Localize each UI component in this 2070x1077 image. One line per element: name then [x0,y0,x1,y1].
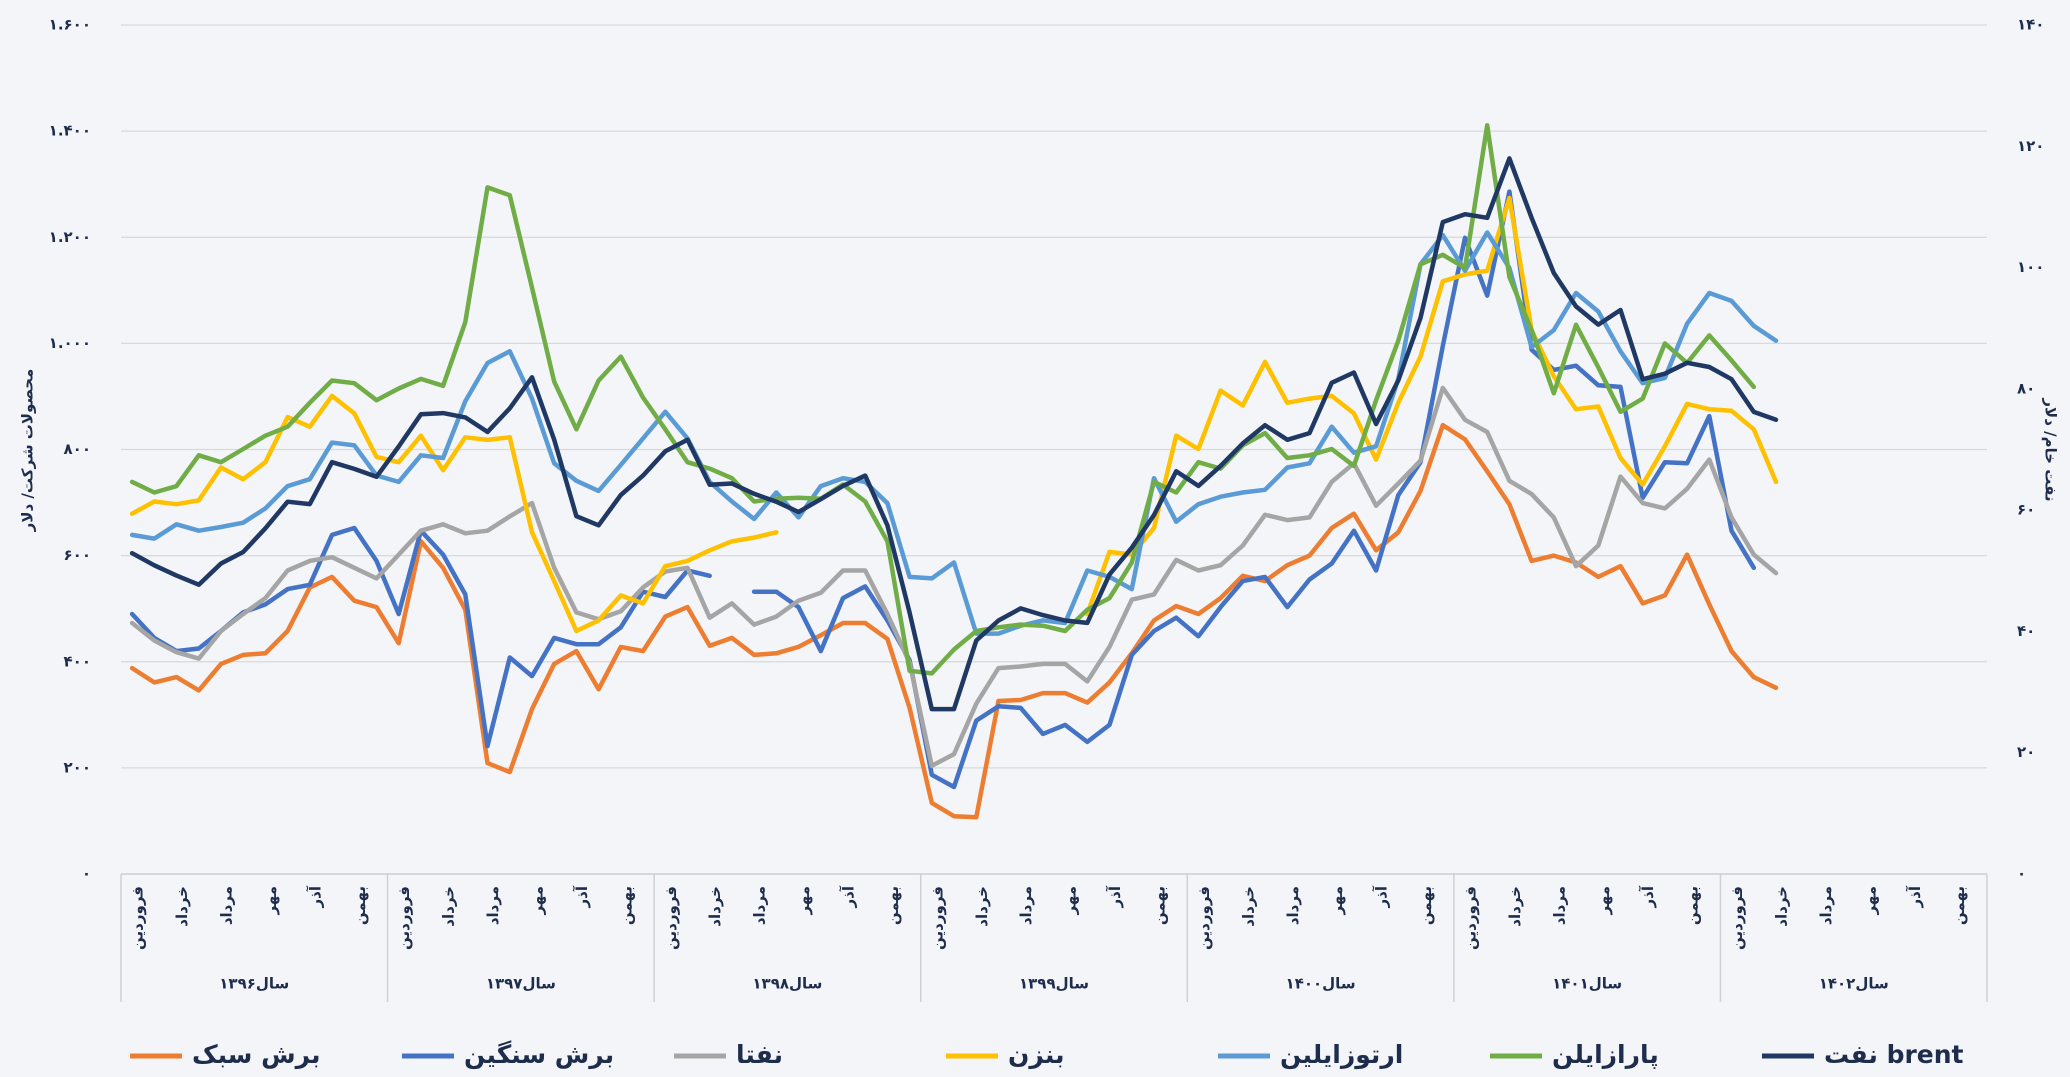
x-tick-label: مهر [1861,886,1879,916]
year-label: سال۱۳۹۹ [1019,975,1089,993]
x-tick-label: مهر [1328,886,1346,916]
year-label: سال۱۴۰۰ [1286,975,1356,993]
x-tick-label: خرداد [973,886,991,927]
x-tick-label: آذر [306,885,324,908]
x-tick-label: مهر [528,886,546,916]
year-label: سال۱۳۹۸ [752,975,822,993]
y2-tick-label: ۱۴۰ [2017,16,2044,34]
y2-axis-label: نفت خام/ دلار [2042,397,2060,501]
x-tick-label: فروردین [662,886,680,950]
x-tick-label: خرداد [1239,886,1257,927]
x-tick-label: مهر [795,886,813,916]
series-line [129,230,1779,636]
y2-tick-label: ۱۰۰ [2017,258,2044,276]
y-tick-label: ۱.۴۰۰ [49,122,91,140]
x-tick-label: بهمن [1950,886,1968,925]
x-tick-label: بهمن [884,886,902,925]
series-line [129,156,1779,712]
x-tick-label: فروردین [129,886,147,950]
series-line [129,422,1779,820]
x-tick-label: آذر [573,885,591,908]
x-tick-label: خرداد [706,886,724,927]
x-tick-label: خرداد [440,886,458,927]
series-line [129,123,1757,676]
year-label: سال۱۴۰۱ [1552,975,1622,993]
x-tick-label: آذر [1639,885,1657,908]
x-tick-label: فروردین [395,886,413,950]
x-tick-label: مرداد [1817,886,1835,925]
x-tick-label: آذر [839,885,857,908]
year-label: سال۱۳۹۷ [486,975,556,993]
legend-label: ارتوزایلین [1280,1040,1403,1070]
y2-tick-label: ۴۰ [2017,622,2035,640]
legend-label: برش سبک [192,1040,321,1070]
year-label: سال۱۴۰۲ [1819,975,1889,993]
y2-tick-label: ۶۰ [2017,501,2035,519]
y-tick-label: ۱.۰۰۰ [49,334,91,352]
y2-tick-label: ۱۲۰ [2017,137,2044,155]
x-tick-label: مرداد [1017,886,1035,925]
y-tick-label: ۰ [82,865,91,883]
x-tick-label: فروردین [1728,886,1746,950]
series-line [1085,195,1779,617]
x-tick-label: مرداد [217,886,235,925]
x-tick-label: بهمن [617,886,635,925]
x-tick-label: خرداد [1506,886,1524,927]
x-tick-label: بهمن [1684,886,1702,925]
legend-label: بنزن [1008,1040,1064,1070]
x-tick-label: آذر [1106,885,1124,908]
y-axis-label: محصولات شرکت/ دلار [19,369,37,533]
x-tick-label: مهر [1062,886,1080,916]
x-tick-label: فروردین [1461,886,1479,950]
x-tick-label: خرداد [1772,886,1790,927]
x-tick-label: مرداد [1550,886,1568,925]
y2-tick-label: ۰ [2017,865,2026,883]
x-tick-label: مرداد [751,886,769,925]
y-tick-label: ۴۰۰ [64,652,91,670]
x-tick-label: بهمن [1417,886,1435,925]
legend-label: پارازایلن [1552,1040,1659,1070]
y-tick-label: ۸۰۰ [64,440,91,458]
legend-label: برش سنگین [464,1040,614,1070]
y-tick-label: ۲۰۰ [64,758,91,776]
series-line [129,385,1779,769]
x-tick-label: آذر [1906,885,1924,908]
x-tick-label: فروردین [1195,886,1213,950]
y-tick-label: ۱.۶۰۰ [49,16,91,34]
x-tick-label: خرداد [173,886,191,927]
x-tick-label: مهر [1595,886,1613,916]
x-tick-label: بهمن [1150,886,1168,925]
y-tick-label: ۶۰۰ [64,546,91,564]
y-tick-label: ۱.۲۰۰ [49,228,91,246]
legend-label: نفت brent [1824,1040,1964,1069]
legend-label: نفتا [736,1040,783,1069]
x-tick-label: مرداد [1284,886,1302,925]
x-tick-label: فروردین [928,886,946,950]
x-tick-label: بهمن [351,886,369,925]
x-tick-label: آذر [1373,885,1391,908]
y2-tick-label: ۲۰ [2017,743,2035,761]
y2-tick-label: ۸۰ [2017,379,2035,397]
series-line [129,393,779,634]
year-label: سال۱۳۹۶ [219,975,289,993]
x-tick-label: مرداد [484,886,502,925]
x-tick-label: مهر [262,886,280,916]
